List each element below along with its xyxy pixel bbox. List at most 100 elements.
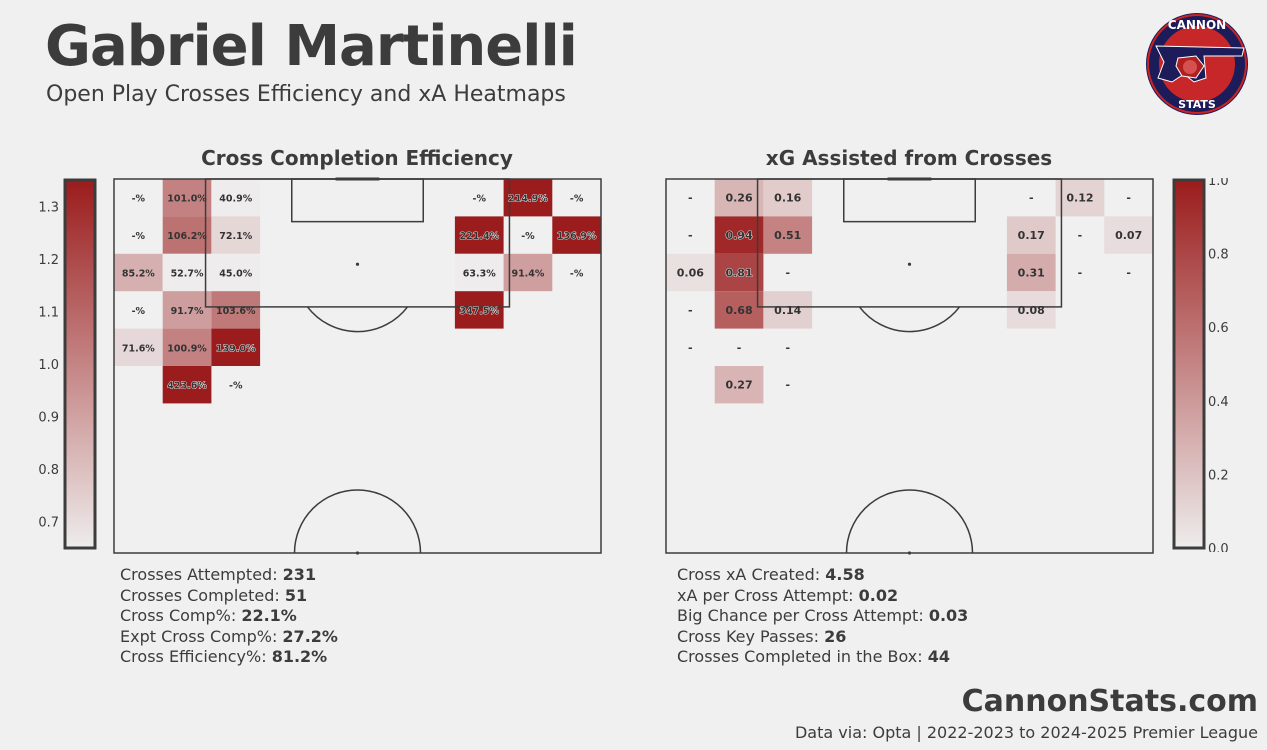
stat-value: 0.02 <box>858 585 899 605</box>
heatmap-cell-label: 0.08 <box>1018 304 1045 317</box>
heatmap-cell-label: 106.2% <box>167 231 207 242</box>
stat-label: Cross Key Passes: <box>677 626 825 646</box>
heatmap-cell <box>714 253 764 292</box>
heatmap-cell <box>211 179 261 217</box>
stat-value: 81.2% <box>271 647 328 666</box>
left-stats-panel: Crosses Attempted: 231 Crosses Completed:… <box>120 565 338 668</box>
heatmap-cell <box>162 291 212 329</box>
heatmap-cell-label: - <box>1126 192 1131 205</box>
centre-circle <box>293 489 422 554</box>
page-title: Gabriel Martinelli <box>45 14 578 79</box>
heatmap-cell <box>763 291 813 329</box>
stat-row: xA per Cross Attempt: 0.02 <box>677 586 968 607</box>
stat-value: 0.03 <box>928 606 969 625</box>
heatmap-cell-label: 0.07 <box>1115 229 1142 242</box>
heatmap-cell-label: 0.51 <box>774 229 801 242</box>
heatmap-cell-label: 45.0% <box>219 269 252 280</box>
colorbar-tick-label: 1.0 <box>38 358 59 373</box>
logo-top-text: CANNON <box>1168 18 1226 32</box>
heatmap-cell-label: -% <box>229 381 243 392</box>
heatmap-cell-label: -% <box>132 306 146 317</box>
heatmap-cell-label: 85.2% <box>122 269 155 280</box>
left-heatmap-title: Cross Completion Efficiency <box>201 146 513 170</box>
heatmap-cell-label: -% <box>570 269 584 280</box>
colorbar-tick-label: 0.2 <box>1208 468 1229 483</box>
stat-row: Crosses Attempted: 231 <box>120 565 338 586</box>
right-heatmap-title: xG Assisted from Crosses <box>765 146 1053 170</box>
stat-row: Cross xA Created: 4.58 <box>677 565 968 586</box>
heatmap-cell <box>211 328 261 366</box>
heatmap-cell-label: -% <box>132 194 146 205</box>
heatmap-cell-label: -% <box>473 194 487 205</box>
heatmap-cell-label: -% <box>132 231 146 242</box>
colorbar-gradient <box>1172 178 1206 550</box>
heatmap-cell-label: 0.14 <box>774 304 801 317</box>
heatmap-cell-label: 103.6% <box>216 306 256 317</box>
heatmap-cell-label: 91.7% <box>171 306 204 317</box>
stat-row: Cross Key Passes: 26 <box>677 627 968 648</box>
heatmap-cell <box>1104 216 1153 254</box>
heatmap-cell-label: 0.26 <box>725 192 752 205</box>
heatmap-cell-label: 40.9% <box>219 194 252 205</box>
heatmap-cell-label: 71.6% <box>122 343 155 354</box>
heatmap-cell-label: 0.94 <box>725 229 752 242</box>
heatmap-cell-label: 214.9% <box>508 194 548 205</box>
heatmap-cell <box>763 179 813 217</box>
left-colorbar: 0.7 0.8 0.9 1.0 1.1 1.2 1.3 <box>38 178 97 550</box>
left-heatmap-pitch: -% 101.0% 40.9% -% 214.9% -% -% 106.2% 72.1% 221.… <box>113 177 602 555</box>
colorbar-tick-label: 0.4 <box>1208 395 1229 410</box>
heatmap-cell <box>714 179 764 217</box>
heatmap-cell-label: 0.27 <box>725 379 752 392</box>
right-stats-panel: Cross xA Created: 4.58 xA per Cross Attem… <box>677 565 968 668</box>
penalty-spot <box>355 262 360 266</box>
heatmap-cell-label: 63.3% <box>463 269 496 280</box>
heatmap-cell-label: 100.9% <box>167 343 207 354</box>
stat-row: Crosses Completed: 51 <box>120 586 338 607</box>
heatmap-cell <box>1006 216 1056 254</box>
heatmap-cell-label: - <box>785 379 790 392</box>
stat-value: 26 <box>824 626 847 646</box>
right-heatmap-pitch: - 0.26 0.16 - 0.12 - - 0.94 0.51 0.17 - 0.07 0.06 0.8… <box>665 177 1154 555</box>
colorbar-tick-label: 1.2 <box>38 253 59 268</box>
heatmap-cell-label: 347.5% <box>459 306 499 317</box>
heatmap-cell <box>162 179 212 217</box>
heatmap-cell <box>162 366 212 404</box>
stat-value: 51 <box>284 585 308 605</box>
heatmap-cell-label: 0.12 <box>1066 192 1093 205</box>
heatmap-cell-label: - <box>688 229 693 242</box>
heatmap-cell-label: 423.6% <box>167 381 207 392</box>
stat-value: 22.1% <box>241 606 297 625</box>
heatmap-cell <box>454 216 504 254</box>
heatmap-cell <box>714 291 764 329</box>
stat-label: Cross Efficiency%: <box>120 647 272 666</box>
colorbar-tick-label: 0.8 <box>1208 248 1229 263</box>
heatmap-cell <box>714 216 764 254</box>
stat-label: Big Chance per Cross Attempt: <box>677 606 929 625</box>
stat-label: Crosses Completed: <box>120 585 285 605</box>
stat-value: 44 <box>927 647 950 666</box>
heatmap-cell-label: - <box>1078 229 1083 242</box>
heatmap-cell-label: - <box>785 267 790 280</box>
heatmap-cell-label: 0.06 <box>677 267 704 280</box>
heatmap-cell <box>211 216 261 254</box>
heatmap-cell <box>666 253 715 292</box>
heatmap-cell-label: - <box>688 304 693 317</box>
cannon-stats-logo: CANNON STATS <box>1146 13 1248 115</box>
heatmap-cell-label: - <box>785 341 790 354</box>
heatmap-cell-label: - <box>1029 192 1034 205</box>
heatmap-cell <box>454 253 504 292</box>
stat-value: 231 <box>282 565 317 584</box>
colorbar-gradient <box>63 178 97 550</box>
centre-spot <box>355 551 360 555</box>
colorbar-tick-label: 1.3 <box>38 200 59 215</box>
right-colorbar: 0.0 0.2 0.4 0.6 0.8 1.0 <box>1172 178 1229 552</box>
colorbar-tick-label: 1.1 <box>38 305 59 320</box>
stat-row: Cross Comp%: 22.1% <box>120 606 338 627</box>
colorbar-tick-label: 0.6 <box>1208 321 1229 336</box>
heatmap-cell-label: -% <box>521 231 535 242</box>
stat-row: Crosses Completed in the Box: 44 <box>677 647 968 668</box>
page-subtitle: Open Play Crosses Efficiency and xA Heat… <box>46 82 566 107</box>
colorbar-tick-label: 1.0 <box>1208 178 1229 189</box>
heatmap-cell <box>114 328 163 366</box>
stat-row: Cross Efficiency%: 81.2% <box>120 647 338 668</box>
